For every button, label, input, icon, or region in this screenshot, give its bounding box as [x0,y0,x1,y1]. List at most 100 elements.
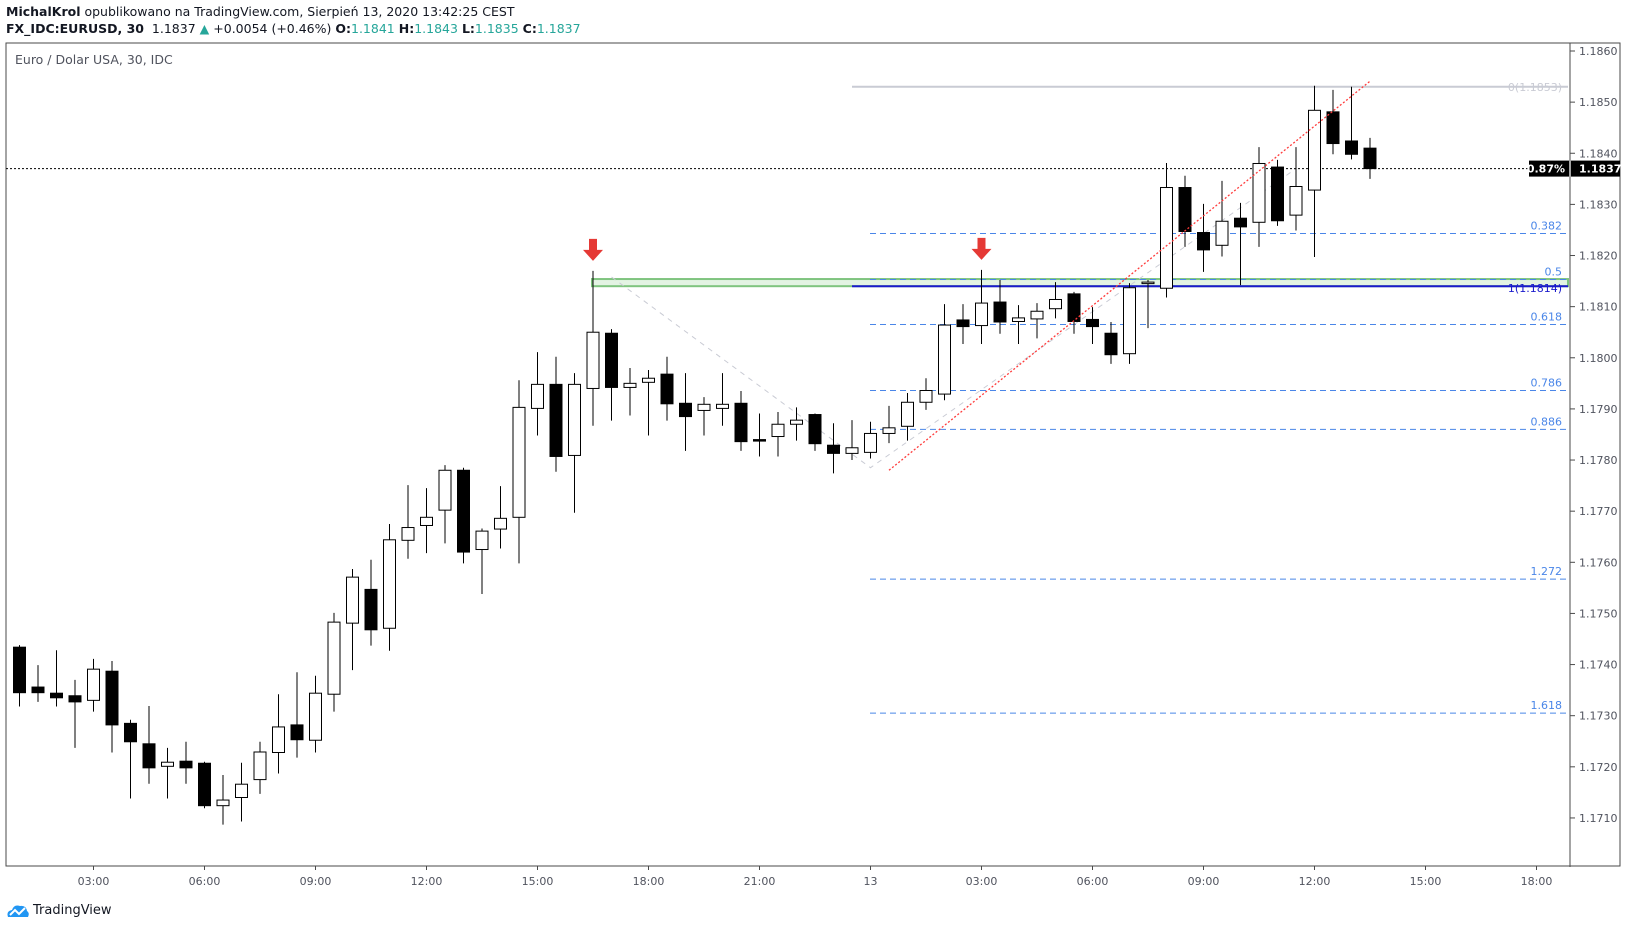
candle-body-up [568,383,581,456]
candle [956,304,970,344]
candle-body-down [290,724,304,741]
candle-body-up [1141,281,1155,285]
candle-body-up [1030,310,1044,320]
candle-body-up [235,783,248,798]
candle [1141,280,1155,329]
candle-body-down [1197,232,1210,251]
candle-body-up [420,516,433,526]
candle [1123,283,1136,364]
fib-level-label: 0.5 [1545,266,1563,279]
symbol: FX_IDC:EURUSD, 30 [6,21,144,36]
price-tick-label: 1.1840 [1579,147,1618,160]
candle-body-up [1215,220,1229,246]
candle [642,370,655,436]
price-tick-label: 1.1730 [1579,710,1618,723]
candle-body-up [475,530,489,551]
price-tick-label: 1.1750 [1579,607,1618,620]
candle-body-down [1363,147,1377,170]
candle-body-up [586,331,600,389]
candle-body-up [716,403,729,409]
resistance-zone [591,278,1569,288]
tradingview-logo[interactable]: TradingView [6,902,112,918]
candle-body-down [13,646,26,694]
time-tick-label: 13 [864,875,878,888]
candle-body-up [383,539,396,629]
last-price: 1.1837 [151,21,196,36]
high-label: H: [398,21,415,36]
candle [198,761,211,809]
candle-body-down [1271,166,1284,222]
candle [901,393,914,441]
candle-body-up [346,576,359,624]
candle-body-up [623,382,637,388]
candle [568,373,581,513]
fib-level-label: 0.618 [1531,311,1563,324]
price-tick-label: 1.1830 [1579,198,1618,211]
candle [549,356,563,472]
candle-body-down [179,760,193,769]
candle [864,421,877,459]
candle [882,405,896,444]
candle [1345,86,1358,160]
candle [1197,203,1210,272]
time-tick-label: 12:00 [1299,875,1331,888]
candle [586,270,600,426]
candle [512,380,526,564]
candle-body-down [993,301,1007,323]
candle [938,304,951,401]
chart-frame [5,42,1621,867]
candle [716,373,729,426]
last-price-label: 1.1837 [1579,163,1621,176]
candle [1030,303,1044,339]
candle [679,373,692,451]
candle [1012,305,1025,344]
time-tick-label: 12:00 [411,875,443,888]
fib-level-label: 1.618 [1531,699,1563,712]
price-tick-label: 1.1790 [1579,403,1618,416]
price-tick-label: 1.1760 [1579,556,1618,569]
candle-body-down [68,695,82,703]
time-tick-label: 06:00 [189,875,221,888]
candle-body-up [161,761,174,767]
candle [309,675,322,753]
candle [660,356,674,421]
author-name[interactable]: MichalKrol [6,4,81,19]
candle-body-up [494,517,507,530]
candle-body-down [105,670,119,726]
candle [623,368,637,416]
candle [105,660,119,753]
candle-body-down [1104,332,1118,356]
candle [161,747,174,799]
fib-points-line [611,168,1297,469]
time-tick-label: 21:00 [744,875,776,888]
candle [13,645,26,707]
candle [253,741,267,794]
price-tick-label: 1.1710 [1579,812,1618,825]
time-tick-label: 06:00 [1077,875,1109,888]
candle-body-down [1178,187,1192,232]
candle [346,568,359,671]
candle [827,423,840,474]
close-value: 1.1837 [536,21,581,36]
trendline [888,80,1371,471]
publish-info: MichalKrol opublikowano na TradingView.c… [6,4,514,19]
candle [50,650,63,707]
candle [697,397,711,436]
retracement-level-label: 1(1.1814) [1508,282,1562,295]
candle-body-down [956,319,970,328]
candle [790,407,803,441]
low-label: L: [461,21,475,36]
candle [475,528,489,595]
candle-body-up [1308,109,1321,191]
candle [1271,159,1284,226]
candle-body-down [1345,140,1358,155]
symbol-info: FX_IDC:EURUSD, 30 1.1837 ▲ +0.0054 (+0.4… [6,21,581,36]
candle [494,486,507,549]
candle [1308,85,1321,258]
candle [179,741,193,784]
candle-body-down [660,373,674,405]
arrow-down-icon [971,237,992,260]
low-value: 1.1835 [474,21,519,36]
candle-body-up [216,799,230,807]
